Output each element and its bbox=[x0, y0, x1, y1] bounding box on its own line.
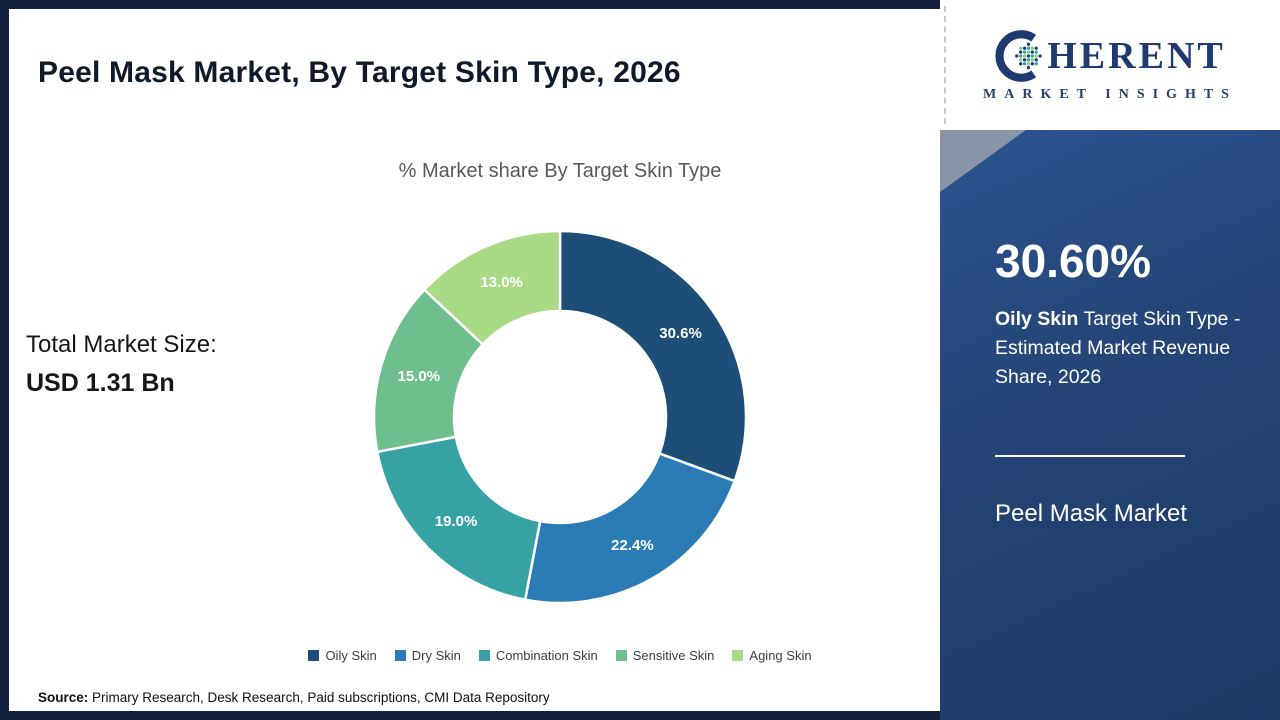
logo-wordmark: HERENT bbox=[994, 27, 1225, 85]
legend-label: Combination Skin bbox=[495, 648, 598, 663]
source-text: Primary Research, Desk Research, Paid su… bbox=[88, 690, 550, 705]
donut-slice-oily-skin bbox=[558, 229, 748, 483]
donut-slice-combination-skin bbox=[375, 435, 542, 602]
page-title: Peel Mask Market, By Target Skin Type, 2… bbox=[38, 56, 681, 90]
side-panel: HERENT MARKET INSIGHTS 30.60% Oily Skin … bbox=[940, 0, 1280, 720]
donut-chart: 30.6% 22.4% 19.0% 15.0% 13.0% bbox=[372, 229, 748, 605]
stat-description: Oily Skin Target Skin Type - Estimated M… bbox=[995, 305, 1249, 392]
donut-slice-label: 15.0% bbox=[398, 368, 441, 385]
coherent-logo: HERENT MARKET INSIGHTS bbox=[940, 0, 1280, 130]
legend-item: Dry Skin bbox=[394, 648, 461, 663]
logo-word: HERENT bbox=[1047, 35, 1226, 77]
total-market-size: Total Market Size: USD 1.31 Bn bbox=[26, 326, 217, 402]
logo-subtitle: MARKET INSIGHTS bbox=[983, 87, 1237, 102]
legend-item: Oily Skin bbox=[308, 648, 377, 663]
legend-swatch bbox=[308, 650, 320, 661]
legend-label: Sensitive Skin bbox=[632, 648, 715, 663]
source-line: Source: Primary Research, Desk Research,… bbox=[38, 690, 550, 705]
legend-label: Oily Skin bbox=[325, 648, 377, 663]
total-market-size-label: Total Market Size: bbox=[26, 331, 217, 358]
legend-swatch bbox=[732, 650, 744, 661]
corner-accent bbox=[940, 130, 1026, 192]
legend-label: Dry Skin bbox=[411, 648, 461, 663]
coherent-logo-icon bbox=[995, 30, 1043, 82]
legend-swatch bbox=[478, 650, 490, 661]
legend-swatch bbox=[615, 650, 627, 661]
legend-item: Combination Skin bbox=[478, 648, 598, 663]
donut-slice-label: 19.0% bbox=[435, 513, 478, 530]
donut-slice-label: 22.4% bbox=[611, 537, 654, 554]
stat-value: 30.60% bbox=[995, 235, 1152, 287]
stat-highlight: Oily Skin bbox=[995, 308, 1079, 330]
legend-item: Aging Skin bbox=[732, 648, 812, 663]
donut-slice-aging-skin bbox=[422, 229, 562, 347]
legend-item: Sensitive Skin bbox=[615, 648, 715, 663]
dashed-divider bbox=[944, 6, 946, 124]
total-market-size-value: USD 1.31 Bn bbox=[26, 369, 175, 397]
panel-footer: Peel Mask Market bbox=[995, 500, 1188, 527]
top-border-bar bbox=[0, 0, 940, 9]
source-label: Source: bbox=[38, 690, 89, 705]
legend-swatch bbox=[394, 650, 406, 661]
left-border-bar bbox=[0, 0, 9, 720]
donut-slice-label: 30.6% bbox=[659, 325, 702, 342]
donut-slice-label: 13.0% bbox=[480, 274, 523, 291]
bottom-border-bar bbox=[0, 711, 940, 720]
divider-line bbox=[995, 455, 1185, 457]
highlight-panel: 30.60% Oily Skin Target Skin Type - Esti… bbox=[940, 130, 1280, 720]
donut-slice-dry-skin bbox=[523, 451, 737, 605]
chart-legend: Oily Skin Dry Skin Combination Skin Sensiti… bbox=[240, 648, 880, 663]
chart-title: % Market share By Target Skin Type bbox=[398, 160, 722, 182]
legend-label: Aging Skin bbox=[749, 648, 812, 663]
stat-rest: Target Skin Type - Estimated Market Reve… bbox=[995, 308, 1241, 388]
